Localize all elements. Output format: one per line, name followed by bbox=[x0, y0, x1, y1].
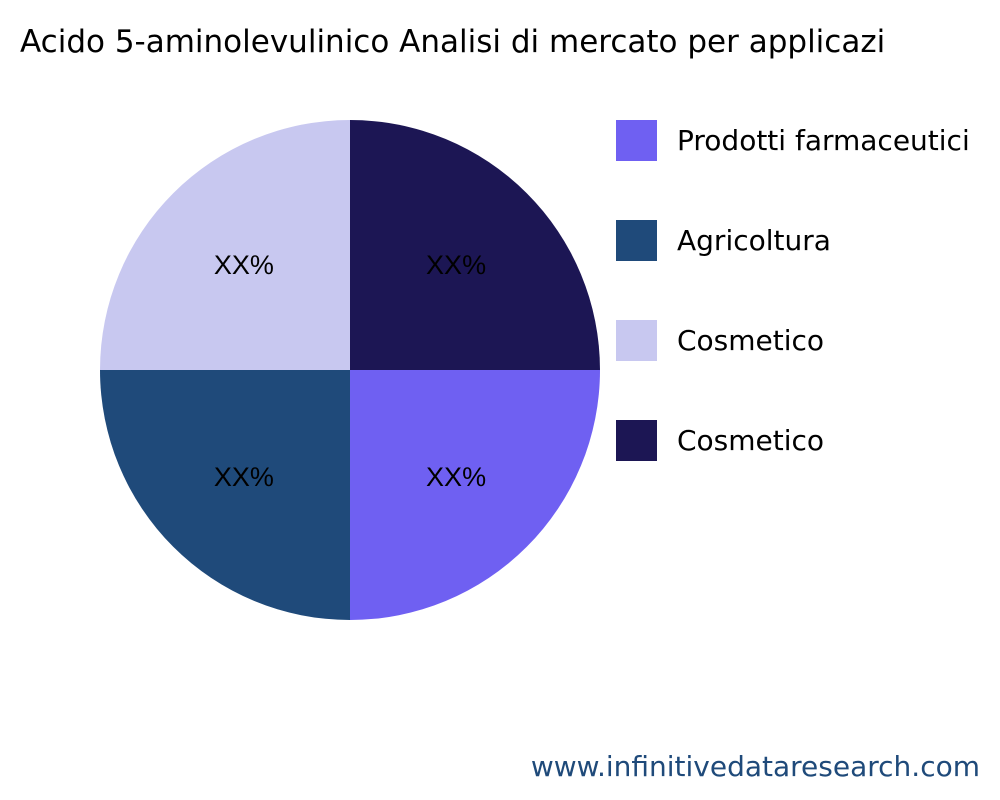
legend-swatch bbox=[616, 220, 657, 261]
slice-label: XX% bbox=[214, 462, 274, 492]
legend-item: Cosmetico bbox=[616, 320, 824, 361]
chart-title: Acido 5-aminolevulinico Analisi di merca… bbox=[20, 24, 886, 60]
slice-label: XX% bbox=[426, 250, 486, 280]
legend-label: Cosmetico bbox=[677, 424, 825, 457]
slice-label: XX% bbox=[426, 462, 486, 492]
legend-item: Agricoltura bbox=[616, 220, 831, 261]
legend-swatch bbox=[616, 320, 657, 361]
pie-slice bbox=[100, 370, 350, 620]
legend-item: Cosmetico bbox=[616, 420, 824, 461]
pie-slice bbox=[350, 120, 600, 370]
legend-label: Cosmetico bbox=[677, 324, 825, 357]
legend-swatch bbox=[616, 120, 657, 161]
legend-label: Agricoltura bbox=[677, 224, 831, 257]
legend-swatch bbox=[616, 420, 657, 461]
pie-slice bbox=[350, 370, 600, 620]
legend-item: Prodotti farmaceutici bbox=[616, 120, 970, 161]
pie-slice bbox=[100, 120, 350, 370]
slice-label: XX% bbox=[214, 250, 274, 280]
legend-label: Prodotti farmaceutici bbox=[677, 124, 970, 157]
footer-url[interactable]: www.infinitivedataresearch.com bbox=[530, 750, 980, 783]
